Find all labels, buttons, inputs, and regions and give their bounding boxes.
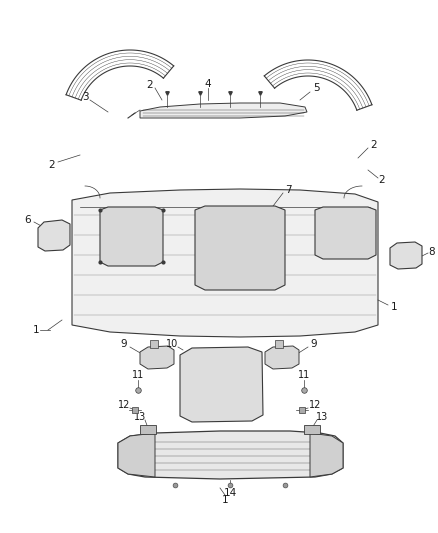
Polygon shape — [140, 103, 307, 118]
Text: 3: 3 — [82, 92, 88, 102]
Text: 2: 2 — [147, 80, 153, 90]
Text: 2: 2 — [379, 175, 385, 185]
Polygon shape — [140, 346, 174, 369]
Polygon shape — [38, 220, 70, 251]
Polygon shape — [304, 425, 320, 434]
Text: 9: 9 — [311, 339, 317, 349]
Text: 1: 1 — [33, 325, 39, 335]
Text: 5: 5 — [313, 83, 319, 93]
Text: 1: 1 — [391, 302, 397, 312]
Text: 11: 11 — [298, 370, 310, 380]
Polygon shape — [315, 207, 376, 259]
Polygon shape — [275, 340, 283, 348]
Polygon shape — [310, 433, 343, 477]
Polygon shape — [140, 425, 156, 434]
Text: 13: 13 — [316, 412, 328, 422]
Text: 12: 12 — [118, 400, 130, 410]
Text: 12: 12 — [309, 400, 321, 410]
Polygon shape — [195, 206, 285, 290]
Text: 8: 8 — [429, 247, 435, 257]
Text: 6: 6 — [25, 215, 31, 225]
Polygon shape — [390, 242, 422, 269]
Text: 4: 4 — [205, 79, 211, 89]
Text: 7: 7 — [285, 185, 291, 195]
Text: 1: 1 — [222, 495, 228, 505]
Text: 2: 2 — [371, 140, 377, 150]
Polygon shape — [180, 347, 263, 422]
Polygon shape — [265, 346, 299, 369]
Polygon shape — [72, 189, 378, 337]
Text: 2: 2 — [49, 160, 55, 170]
Text: 10: 10 — [166, 339, 178, 349]
Polygon shape — [118, 433, 155, 477]
Polygon shape — [118, 431, 343, 479]
Text: 11: 11 — [132, 370, 144, 380]
Polygon shape — [150, 340, 158, 348]
Text: 13: 13 — [134, 412, 146, 422]
Text: 9: 9 — [121, 339, 127, 349]
Text: 14: 14 — [223, 488, 237, 498]
Polygon shape — [100, 207, 163, 266]
